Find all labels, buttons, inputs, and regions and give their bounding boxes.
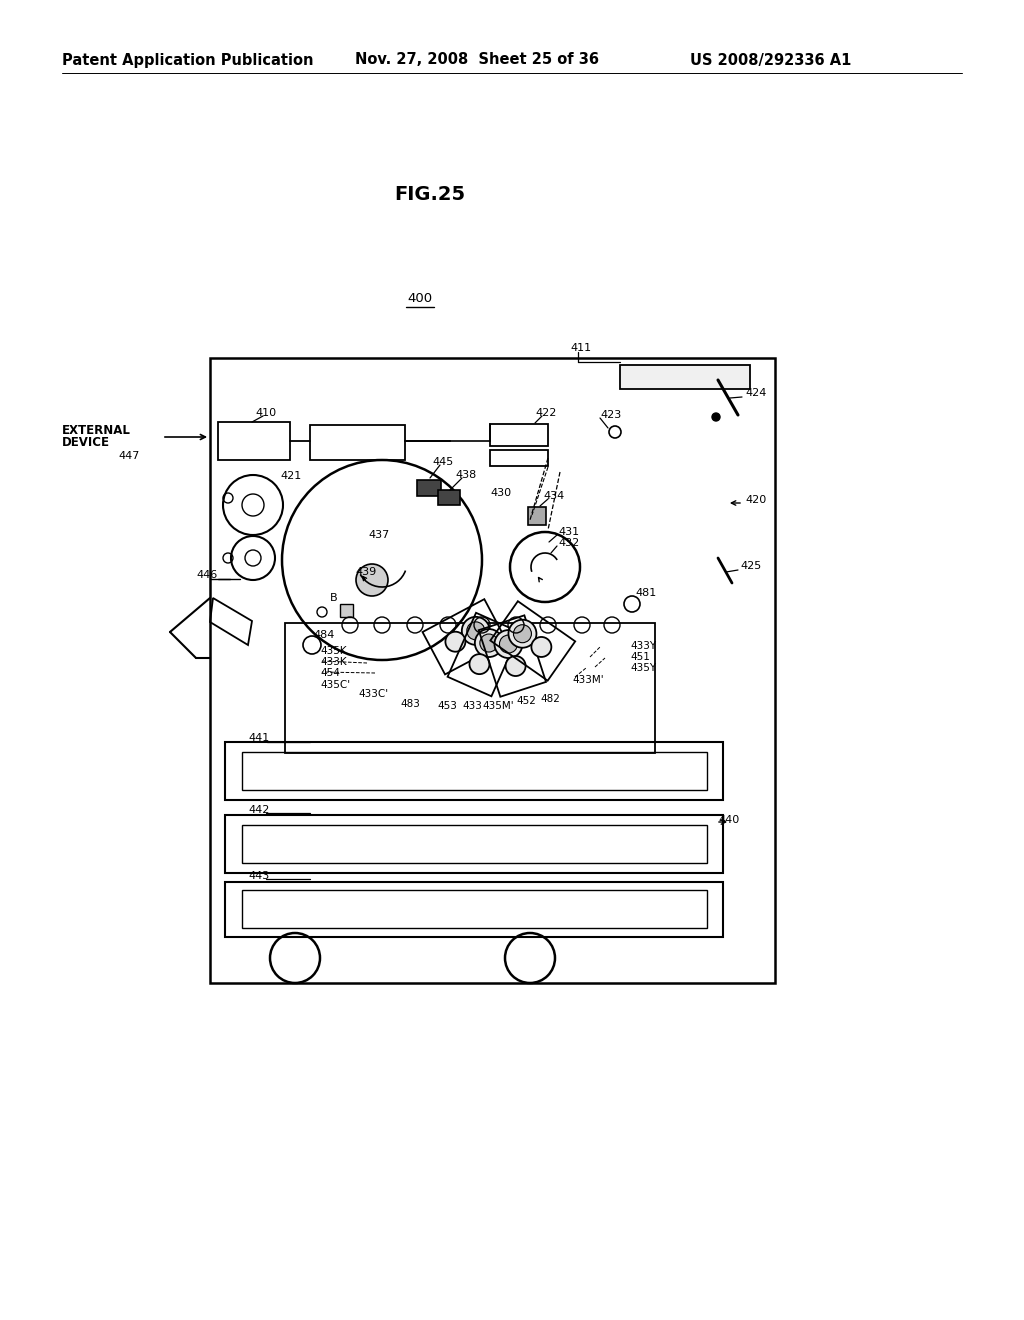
Circle shape bbox=[462, 616, 489, 645]
Text: 435C': 435C' bbox=[319, 680, 350, 690]
Circle shape bbox=[506, 656, 525, 676]
Text: 439: 439 bbox=[355, 568, 376, 577]
Text: 451: 451 bbox=[630, 652, 650, 663]
Text: Nov. 27, 2008  Sheet 25 of 36: Nov. 27, 2008 Sheet 25 of 36 bbox=[355, 53, 599, 67]
Text: 420: 420 bbox=[745, 495, 766, 506]
Text: 483: 483 bbox=[400, 700, 420, 709]
Text: 438: 438 bbox=[455, 470, 476, 480]
Text: 423: 423 bbox=[600, 411, 622, 420]
Text: B: B bbox=[330, 593, 338, 603]
Circle shape bbox=[509, 619, 537, 648]
Text: 433: 433 bbox=[462, 701, 482, 711]
Text: 447: 447 bbox=[118, 451, 139, 461]
Bar bbox=[490, 424, 548, 446]
Circle shape bbox=[356, 564, 388, 597]
Text: FIG.25: FIG.25 bbox=[394, 186, 466, 205]
Text: 410: 410 bbox=[255, 408, 276, 418]
Circle shape bbox=[467, 622, 484, 640]
Text: 441: 441 bbox=[248, 733, 269, 743]
Bar bbox=[242, 890, 707, 928]
Text: 454: 454 bbox=[319, 668, 340, 678]
Text: 433Y: 433Y bbox=[630, 642, 656, 651]
Bar bbox=[310, 425, 406, 459]
Bar bbox=[225, 882, 723, 937]
Text: 422: 422 bbox=[535, 408, 556, 418]
Circle shape bbox=[445, 632, 466, 652]
Circle shape bbox=[475, 630, 503, 657]
Text: 433C': 433C' bbox=[358, 689, 388, 700]
Text: 434: 434 bbox=[543, 491, 564, 502]
Text: Patent Application Publication: Patent Application Publication bbox=[62, 53, 313, 67]
Text: 445: 445 bbox=[432, 457, 454, 467]
Circle shape bbox=[712, 413, 720, 421]
Text: 482: 482 bbox=[540, 694, 560, 704]
Bar bbox=[490, 450, 548, 466]
Circle shape bbox=[513, 624, 531, 643]
Text: 452: 452 bbox=[516, 696, 536, 706]
Bar bbox=[438, 490, 460, 506]
Bar bbox=[340, 605, 353, 616]
Text: 433K: 433K bbox=[319, 657, 347, 667]
Text: 432: 432 bbox=[558, 539, 580, 548]
Text: 425: 425 bbox=[740, 561, 761, 572]
Text: 411: 411 bbox=[570, 343, 591, 352]
Text: 484: 484 bbox=[313, 630, 335, 640]
Text: 453: 453 bbox=[437, 701, 457, 711]
Text: EXTERNAL: EXTERNAL bbox=[62, 424, 131, 437]
Bar bbox=[210, 358, 775, 983]
Text: 440: 440 bbox=[718, 814, 739, 825]
Circle shape bbox=[480, 634, 498, 652]
Bar bbox=[242, 752, 707, 789]
Circle shape bbox=[500, 635, 517, 653]
Bar bbox=[528, 507, 546, 525]
Bar bbox=[620, 366, 750, 389]
Text: 446: 446 bbox=[196, 570, 217, 579]
Text: 421: 421 bbox=[280, 471, 301, 480]
Bar bbox=[218, 422, 290, 459]
Text: DEVICE: DEVICE bbox=[62, 437, 110, 450]
Text: 431: 431 bbox=[558, 527, 580, 537]
Circle shape bbox=[495, 630, 522, 659]
Text: 435Y: 435Y bbox=[630, 663, 656, 673]
Text: 481: 481 bbox=[635, 587, 656, 598]
Bar bbox=[242, 825, 707, 863]
Text: 442: 442 bbox=[248, 805, 269, 814]
Bar bbox=[225, 814, 723, 873]
Text: 435M': 435M' bbox=[482, 701, 514, 711]
Text: 437: 437 bbox=[368, 531, 389, 540]
Text: 430: 430 bbox=[490, 488, 511, 498]
Bar bbox=[285, 623, 655, 752]
Text: 443: 443 bbox=[248, 871, 269, 880]
Circle shape bbox=[531, 638, 551, 657]
Text: 433M': 433M' bbox=[572, 675, 603, 685]
Text: 400: 400 bbox=[408, 292, 432, 305]
Bar bbox=[225, 742, 723, 800]
Text: 435K: 435K bbox=[319, 645, 347, 656]
Text: 424: 424 bbox=[745, 388, 766, 399]
Circle shape bbox=[469, 655, 489, 675]
Text: US 2008/292336 A1: US 2008/292336 A1 bbox=[690, 53, 851, 67]
Bar bbox=[417, 480, 441, 496]
